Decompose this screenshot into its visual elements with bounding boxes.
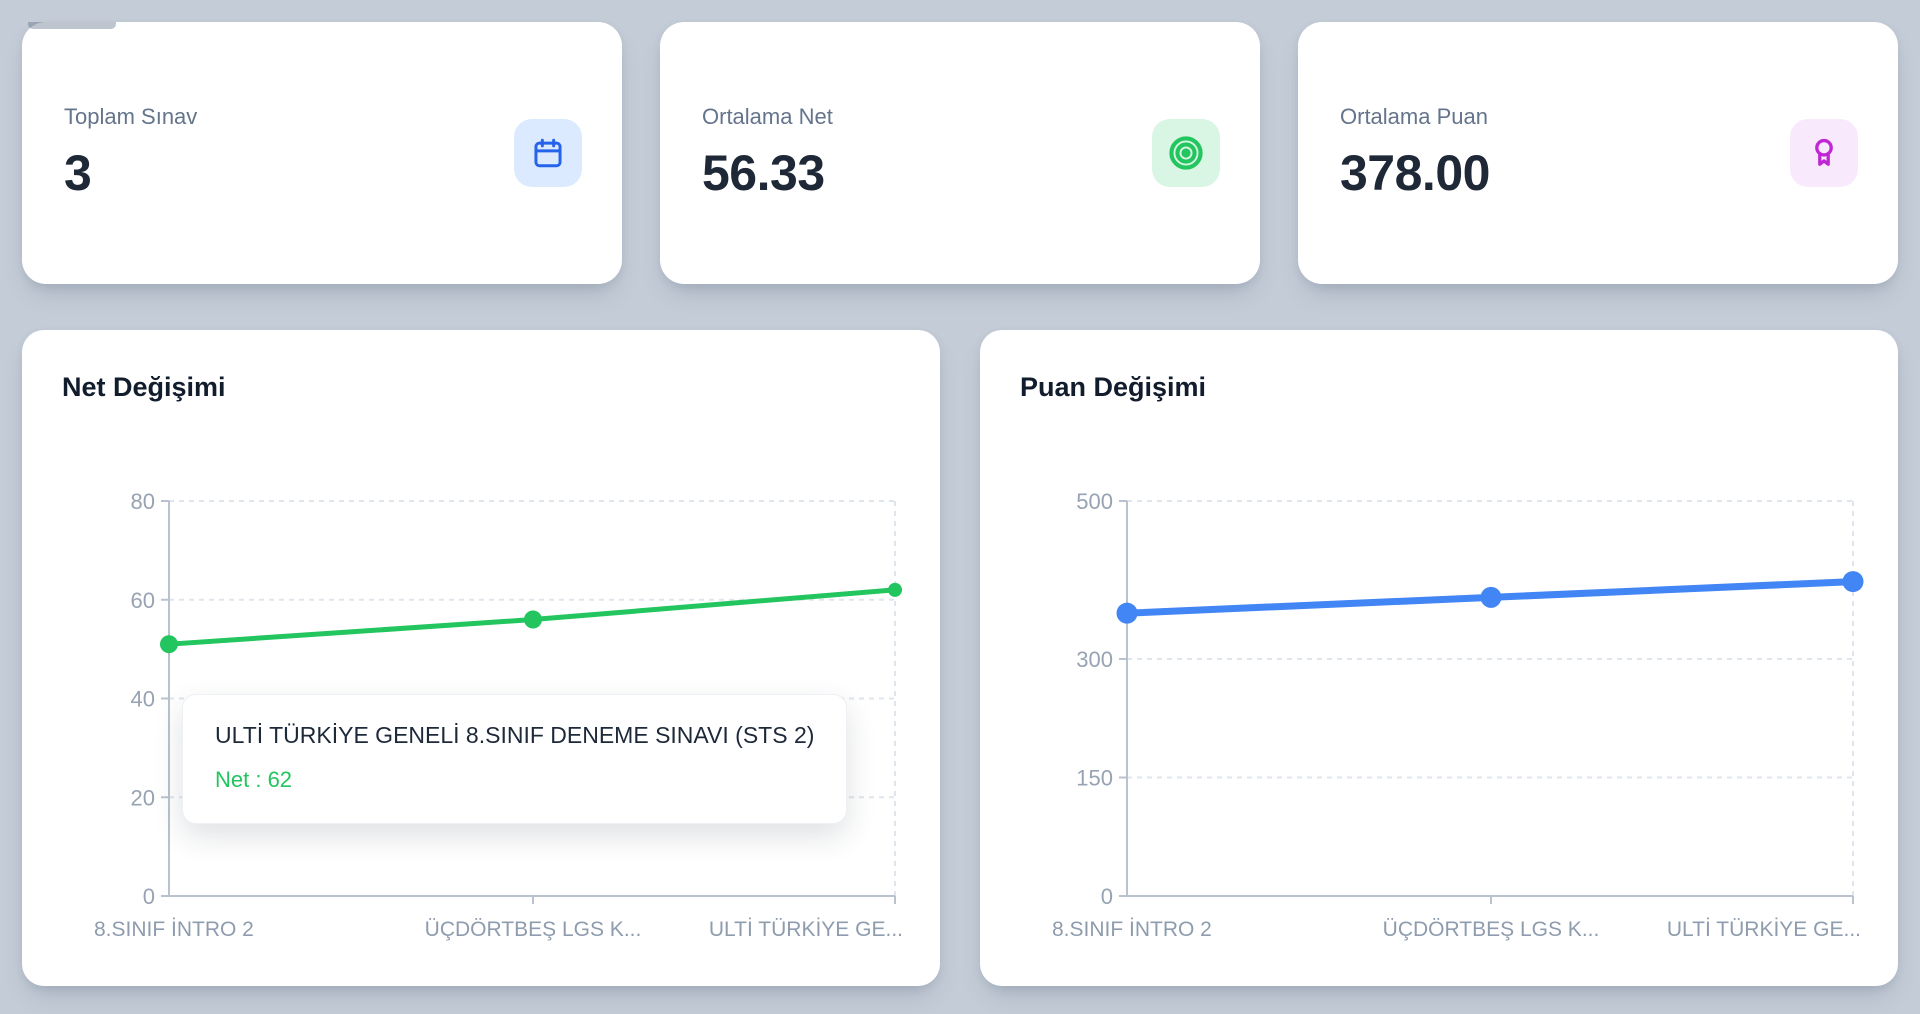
tooltip-exam-name: ULTİ TÜRKİYE GENELİ 8.SINIF DENEME SINAV… xyxy=(215,722,815,748)
y-tick-label: 300 xyxy=(1076,647,1113,672)
data-point[interactable] xyxy=(160,635,178,654)
net-line-chart[interactable]: 0 20 40 60 80 8.SINIF İNTRO 2 ÜÇDÖRTBEŞ LGS K.… xyxy=(22,330,940,986)
x-axis-label: ULTİ TÜRKİYE GE... xyxy=(1667,918,1861,941)
stat-text-block: Ortalama Net 56.33 xyxy=(702,104,833,202)
x-axis-label: 8.SINIF İNTRO 2 xyxy=(94,918,254,941)
chart-title: Net Değişimi xyxy=(62,372,226,402)
stat-value: 56.33 xyxy=(702,145,825,201)
data-point[interactable] xyxy=(1842,571,1864,593)
data-point[interactable] xyxy=(1116,602,1138,624)
stat-card-average-score: Ortalama Puan 378.00 xyxy=(1298,22,1898,284)
puan-line-chart[interactable]: 0 150 300 500 8.SINIF İNTRO 2 ÜÇDÖRTBEŞ LGS K… xyxy=(980,330,1898,986)
stat-value: 3 xyxy=(64,145,92,201)
score-change-card: Puan Değişimi 0 150 300 500 8.SINIF İNTRO 2 Ü… xyxy=(980,330,1898,986)
chart-title: Puan Değişimi xyxy=(1020,372,1207,402)
stat-value: 378.00 xyxy=(1340,145,1490,201)
x-axis-label: ÜÇDÖRTBEŞ LGS K... xyxy=(425,918,642,941)
stat-text-block: Toplam Sınav 3 xyxy=(64,104,197,202)
target-icon xyxy=(1152,119,1220,187)
stat-label: Ortalama Puan xyxy=(1340,104,1488,129)
y-tick-label: 150 xyxy=(1076,766,1113,791)
y-tick-label: 60 xyxy=(131,588,155,613)
y-tick-label: 80 xyxy=(131,489,155,514)
stat-text-block: Ortalama Puan 378.00 xyxy=(1340,104,1490,202)
stats-row: Toplam Sınav 3 Ortalama Net 56.33 xyxy=(22,22,1898,284)
award-icon xyxy=(1790,119,1858,187)
data-point[interactable] xyxy=(524,610,542,629)
tooltip-net-value: Net : 62 xyxy=(215,767,293,792)
y-tick-label: 20 xyxy=(131,785,155,810)
stat-label: Toplam Sınav xyxy=(64,104,198,129)
y-tick-label: 0 xyxy=(143,884,155,909)
data-point[interactable] xyxy=(888,582,902,597)
x-axis-label: ULTİ TÜRKİYE GE... xyxy=(709,918,903,941)
top-partial-element xyxy=(28,22,116,29)
x-axis-label: 8.SINIF İNTRO 2 xyxy=(1052,918,1212,941)
net-change-card: Net Değişimi 0 20 40 60 80 8.SINIF İNTRO 2 ÜÇD… xyxy=(22,330,940,986)
stat-label: Ortalama Net xyxy=(702,104,833,129)
y-tick-label: 40 xyxy=(131,687,155,712)
stat-card-average-net: Ortalama Net 56.33 xyxy=(660,22,1260,284)
calendar-icon xyxy=(514,119,582,187)
data-point[interactable] xyxy=(1480,586,1502,608)
y-tick-label: 0 xyxy=(1101,884,1113,909)
chart-tooltip: ULTİ TÜRKİYE GENELİ 8.SINIF DENEME SINAV… xyxy=(182,694,848,824)
y-tick-label: 500 xyxy=(1076,489,1113,514)
x-axis-label: ÜÇDÖRTBEŞ LGS K... xyxy=(1383,918,1600,941)
charts-row: Net Değişimi 0 20 40 60 80 8.SINIF İNTRO 2 ÜÇD… xyxy=(22,330,1898,986)
stat-card-total-exams: Toplam Sınav 3 xyxy=(22,22,622,284)
